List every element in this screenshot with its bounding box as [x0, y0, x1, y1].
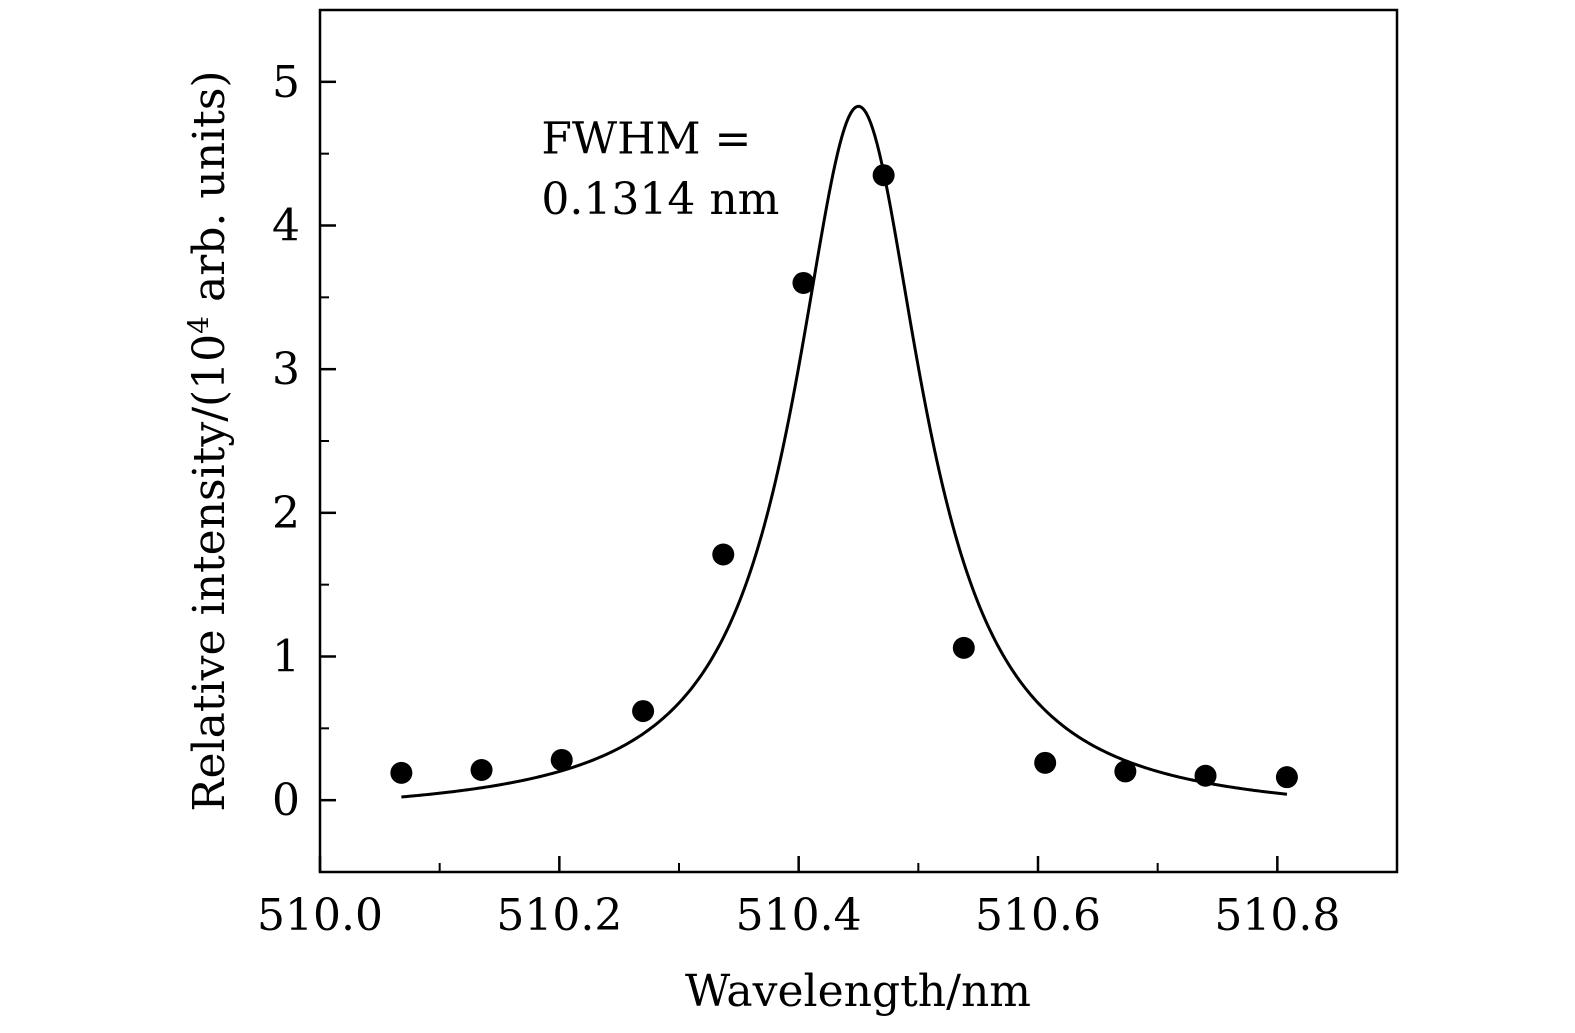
x-tick-label-1: 510.2: [496, 890, 622, 941]
ticks-layer: [318, 80, 1279, 872]
data-point-11: [1275, 766, 1298, 789]
data-point-3: [632, 700, 655, 723]
plot-frame: [318, 8, 1399, 874]
y-tick-label-0: 0: [272, 775, 300, 826]
data-point-2: [550, 748, 573, 771]
data-point-6: [872, 164, 895, 187]
y-axis-label-main: Relative intensity/(10: [184, 334, 235, 812]
y-axis-label-tail: arb. units): [184, 70, 235, 316]
y-tick-label-1: 1: [272, 632, 300, 683]
y-tick-label-2: 2: [272, 488, 300, 539]
y-axis-label: Relative intensity/(104 arb. units): [182, 70, 235, 811]
x-axis-label: Wavelength/nm: [685, 966, 1031, 1017]
y-tick-label-4: 4: [272, 201, 300, 252]
fit-curve: [401, 104, 1288, 799]
data-point-4: [712, 543, 735, 566]
data-point-5: [792, 271, 815, 294]
x-tick-label-0: 510.0: [257, 890, 383, 941]
data-point-1: [470, 758, 493, 781]
annotation-fwhm-value: 0.1314 nm: [541, 174, 779, 225]
data-point-8: [1034, 751, 1057, 774]
tick-labels-layer: 510.0 510.2 510.4 510.6 510.8 0 1 2 3 4 5: [257, 57, 1340, 941]
y-tick-label-5: 5: [272, 57, 300, 108]
data-point-10: [1194, 764, 1217, 787]
points-layer: [390, 164, 1298, 789]
x-tick-label-2: 510.4: [736, 890, 862, 941]
y-tick-label-3: 3: [272, 344, 300, 395]
data-point-0: [390, 761, 413, 784]
x-tick-label-3: 510.6: [975, 890, 1101, 941]
annotation-fwhm-label: FWHM =: [541, 114, 751, 165]
y-axis-label-exponent: 4: [182, 316, 215, 334]
x-tick-label-4: 510.8: [1214, 890, 1340, 941]
data-point-7: [952, 636, 975, 659]
data-point-9: [1114, 760, 1137, 783]
